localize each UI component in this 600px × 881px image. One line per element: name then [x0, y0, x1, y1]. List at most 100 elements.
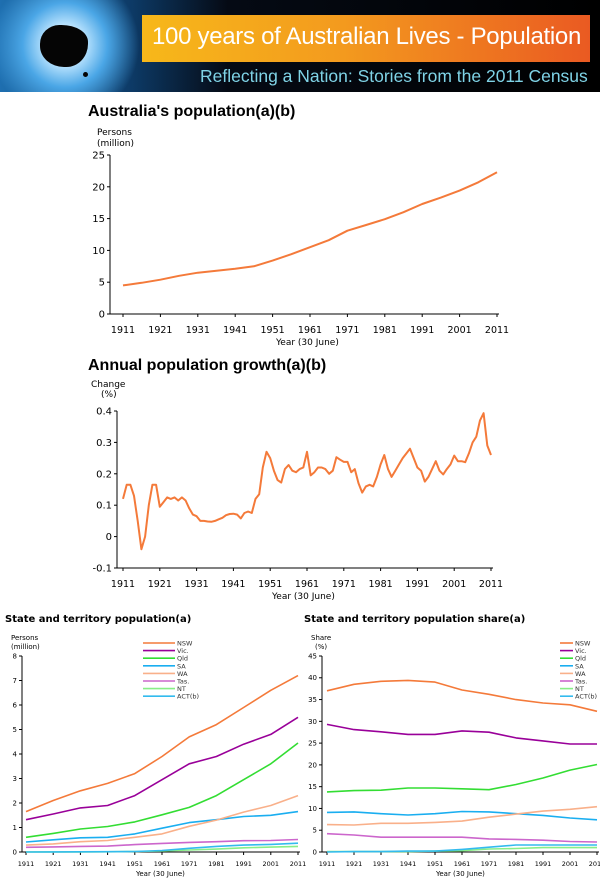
y-tick-label: 25	[92, 151, 105, 162]
y-tick-label: 25	[308, 740, 317, 748]
y-tick-label: 0.2	[96, 469, 112, 480]
series-line-tas	[326, 832, 598, 843]
y-tick-label: 0	[99, 310, 105, 321]
y-tick-label: 5	[99, 278, 105, 289]
series-line-qld	[326, 763, 598, 793]
legend-label-nt: NT	[177, 685, 186, 693]
y-tick-label: -0.1	[92, 564, 112, 575]
series-line-actb	[25, 842, 299, 853]
x-tick-label: 1951	[261, 325, 285, 336]
legend-label-vic: Vic.	[575, 647, 587, 655]
y-tick-label: 15	[92, 214, 105, 225]
series-line-vic	[25, 716, 299, 821]
series-line-vic	[326, 723, 597, 745]
y-tick-label: 2	[13, 799, 17, 807]
x-tick-label: 1991	[405, 579, 429, 590]
x-tick-label: 1911	[319, 860, 336, 868]
chart2-ylabel-1: Change	[91, 380, 126, 390]
y-tick-label: 0	[313, 848, 317, 856]
chart2: -0.1 0 0.1 0.2 0.3 0.4 1911 1921 1931 1941 1951 196…	[92, 407, 503, 591]
x-tick-label: 1971	[332, 579, 356, 590]
series-line-series	[122, 412, 492, 551]
title-bar: 100 years of Australian Lives - Populati…	[142, 15, 590, 62]
y-tick-label: 5	[313, 827, 317, 835]
y-tick-label: 3	[13, 775, 17, 783]
x-tick-label: 1971	[335, 325, 359, 336]
x-tick-label: 1921	[45, 860, 62, 868]
legend-label-tas: Tas.	[574, 678, 587, 686]
x-tick-label: 1961	[295, 579, 319, 590]
x-tick-label: 1951	[427, 860, 444, 868]
x-tick-label: 1941	[223, 325, 247, 336]
chart3-title: State and territory population(a)	[5, 614, 192, 625]
series-line-wa	[25, 794, 299, 846]
legend-label-actb: ACT(b)	[575, 693, 597, 701]
x-tick-label: 1931	[72, 860, 89, 868]
x-tick-label: 1971	[181, 860, 198, 868]
x-tick-label: 2011	[290, 860, 307, 868]
chart3-ylabel-1: Persons	[11, 634, 39, 642]
legend-label-tas: Tas.	[176, 678, 189, 686]
page-title: 100 years of Australian Lives - Populati…	[152, 23, 581, 50]
chart1-ylabel-1: Persons	[97, 128, 132, 138]
x-tick-label: 1991	[535, 860, 552, 868]
header-banner: 100 years of Australian Lives - Populati…	[0, 0, 600, 92]
y-tick-label: 0.4	[96, 407, 112, 418]
x-tick-label: 1921	[148, 325, 172, 336]
x-tick-label: 1911	[111, 325, 135, 336]
y-tick-label: 45	[308, 652, 317, 660]
x-tick-label: 1961	[154, 860, 171, 868]
series-line-wa	[326, 805, 598, 826]
series-line-series	[122, 171, 498, 287]
x-tick-label: 1931	[373, 860, 390, 868]
legend-label-actb: ACT(b)	[177, 693, 199, 701]
x-tick-label: 1981	[508, 860, 525, 868]
series-line-nsw	[25, 674, 299, 813]
x-tick-label: 1981	[208, 860, 225, 868]
y-tick-label: 0	[13, 848, 17, 856]
x-tick-label: 1981	[369, 579, 393, 590]
chart4-title: State and territory population share(a)	[304, 614, 526, 625]
series-line-nsw	[326, 679, 598, 713]
chart4-ylabel-2: (%)	[315, 643, 328, 651]
x-tick-label: 2001	[562, 860, 579, 868]
x-tick-label: 1931	[186, 325, 210, 336]
x-tick-label: 1971	[481, 860, 498, 868]
chart3-ylabel-2: (million)	[11, 643, 40, 651]
y-tick-label: 8	[13, 652, 17, 660]
x-tick-label: 1911	[18, 860, 35, 868]
x-tick-label: 1961	[454, 860, 471, 868]
legend-label-vic: Vic.	[177, 647, 189, 655]
y-tick-label: 0.1	[96, 501, 112, 512]
y-tick-label: 20	[308, 761, 317, 769]
y-tick-label: 0.3	[96, 438, 112, 449]
x-tick-label: 2001	[263, 860, 280, 868]
chart3-xlabel: Year (30 June)	[136, 870, 185, 878]
y-tick-label: 15	[308, 783, 317, 791]
x-tick-label: 2011	[479, 579, 503, 590]
australia-map-icon	[40, 25, 88, 67]
series-line-sa	[25, 810, 299, 843]
y-tick-label: 30	[308, 718, 317, 726]
chart4-xlabel: Year (30 June)	[436, 870, 485, 878]
y-tick-label: 6	[13, 701, 18, 709]
series-line-qld	[25, 742, 299, 839]
chart1: 0 5 10 15 20 25 1911 1921 1931 1941 1951 1961 1971 19…	[92, 151, 509, 337]
y-tick-label: 10	[308, 805, 317, 813]
y-tick-label: 0	[106, 532, 112, 543]
y-tick-label: 5	[13, 726, 17, 734]
legend-label-nsw: NSW	[177, 640, 193, 648]
x-tick-label: 2011	[589, 860, 600, 868]
chart2-ylabel-2: (%)	[101, 390, 117, 400]
x-tick-label: 1951	[258, 579, 282, 590]
series-line-tas	[25, 838, 299, 849]
chart1-xlabel: Year (30 June)	[276, 338, 339, 348]
chart2-xlabel: Year (30 June)	[272, 592, 335, 602]
page-subtitle: Reflecting a Nation: Stories from the 20…	[200, 66, 588, 86]
x-tick-label: 1911	[111, 579, 135, 590]
x-tick-label: 1961	[298, 325, 322, 336]
legend-label-wa: WA	[575, 670, 586, 678]
chart1-title: Australia's population(a)(b)	[88, 103, 296, 120]
x-tick-label: 2001	[442, 579, 466, 590]
